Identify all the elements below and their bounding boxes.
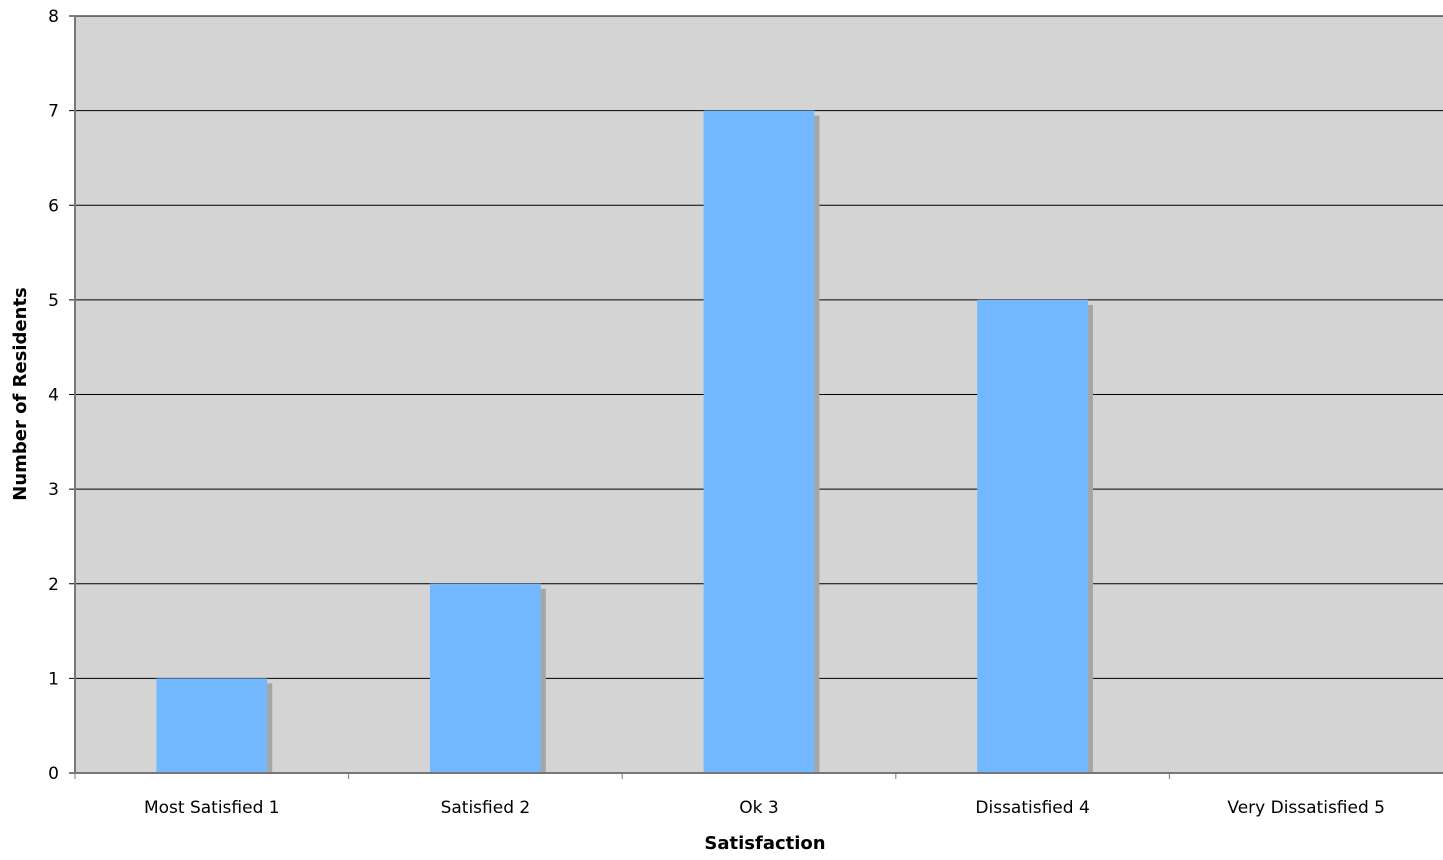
bar [429,583,541,773]
y-axis-title: Number of Residents [10,287,31,501]
x-axis-title: Satisfaction [704,833,825,854]
bar [977,299,1089,773]
y-tick-label: 6 [48,196,59,216]
y-tick-label: 3 [48,480,59,500]
x-tick-label: Very Dissatisfied 5 [1227,798,1385,818]
y-tick-label: 0 [48,764,59,784]
axes [69,15,1443,779]
x-tick-label: Ok 3 [739,798,778,818]
x-tick-label: Satisfied 2 [441,798,531,818]
y-tick-label: 7 [48,102,59,122]
y-tick-label: 1 [48,669,59,689]
bar [156,678,268,773]
y-tick-label: 2 [48,575,59,595]
bars [156,110,1094,773]
bar [703,110,815,773]
y-tick-label: 4 [48,386,59,406]
x-tick-label: Dissatisfied 4 [975,798,1089,818]
labels: 0 1 2 3 4 5 6 7 8 Most Satisfied 1 Satisfied 2 Ok 3… [48,7,1385,818]
y-tick-label: 8 [48,7,59,27]
x-tick-label: Most Satisfied 1 [144,798,280,818]
y-tick-label: 5 [48,291,59,311]
